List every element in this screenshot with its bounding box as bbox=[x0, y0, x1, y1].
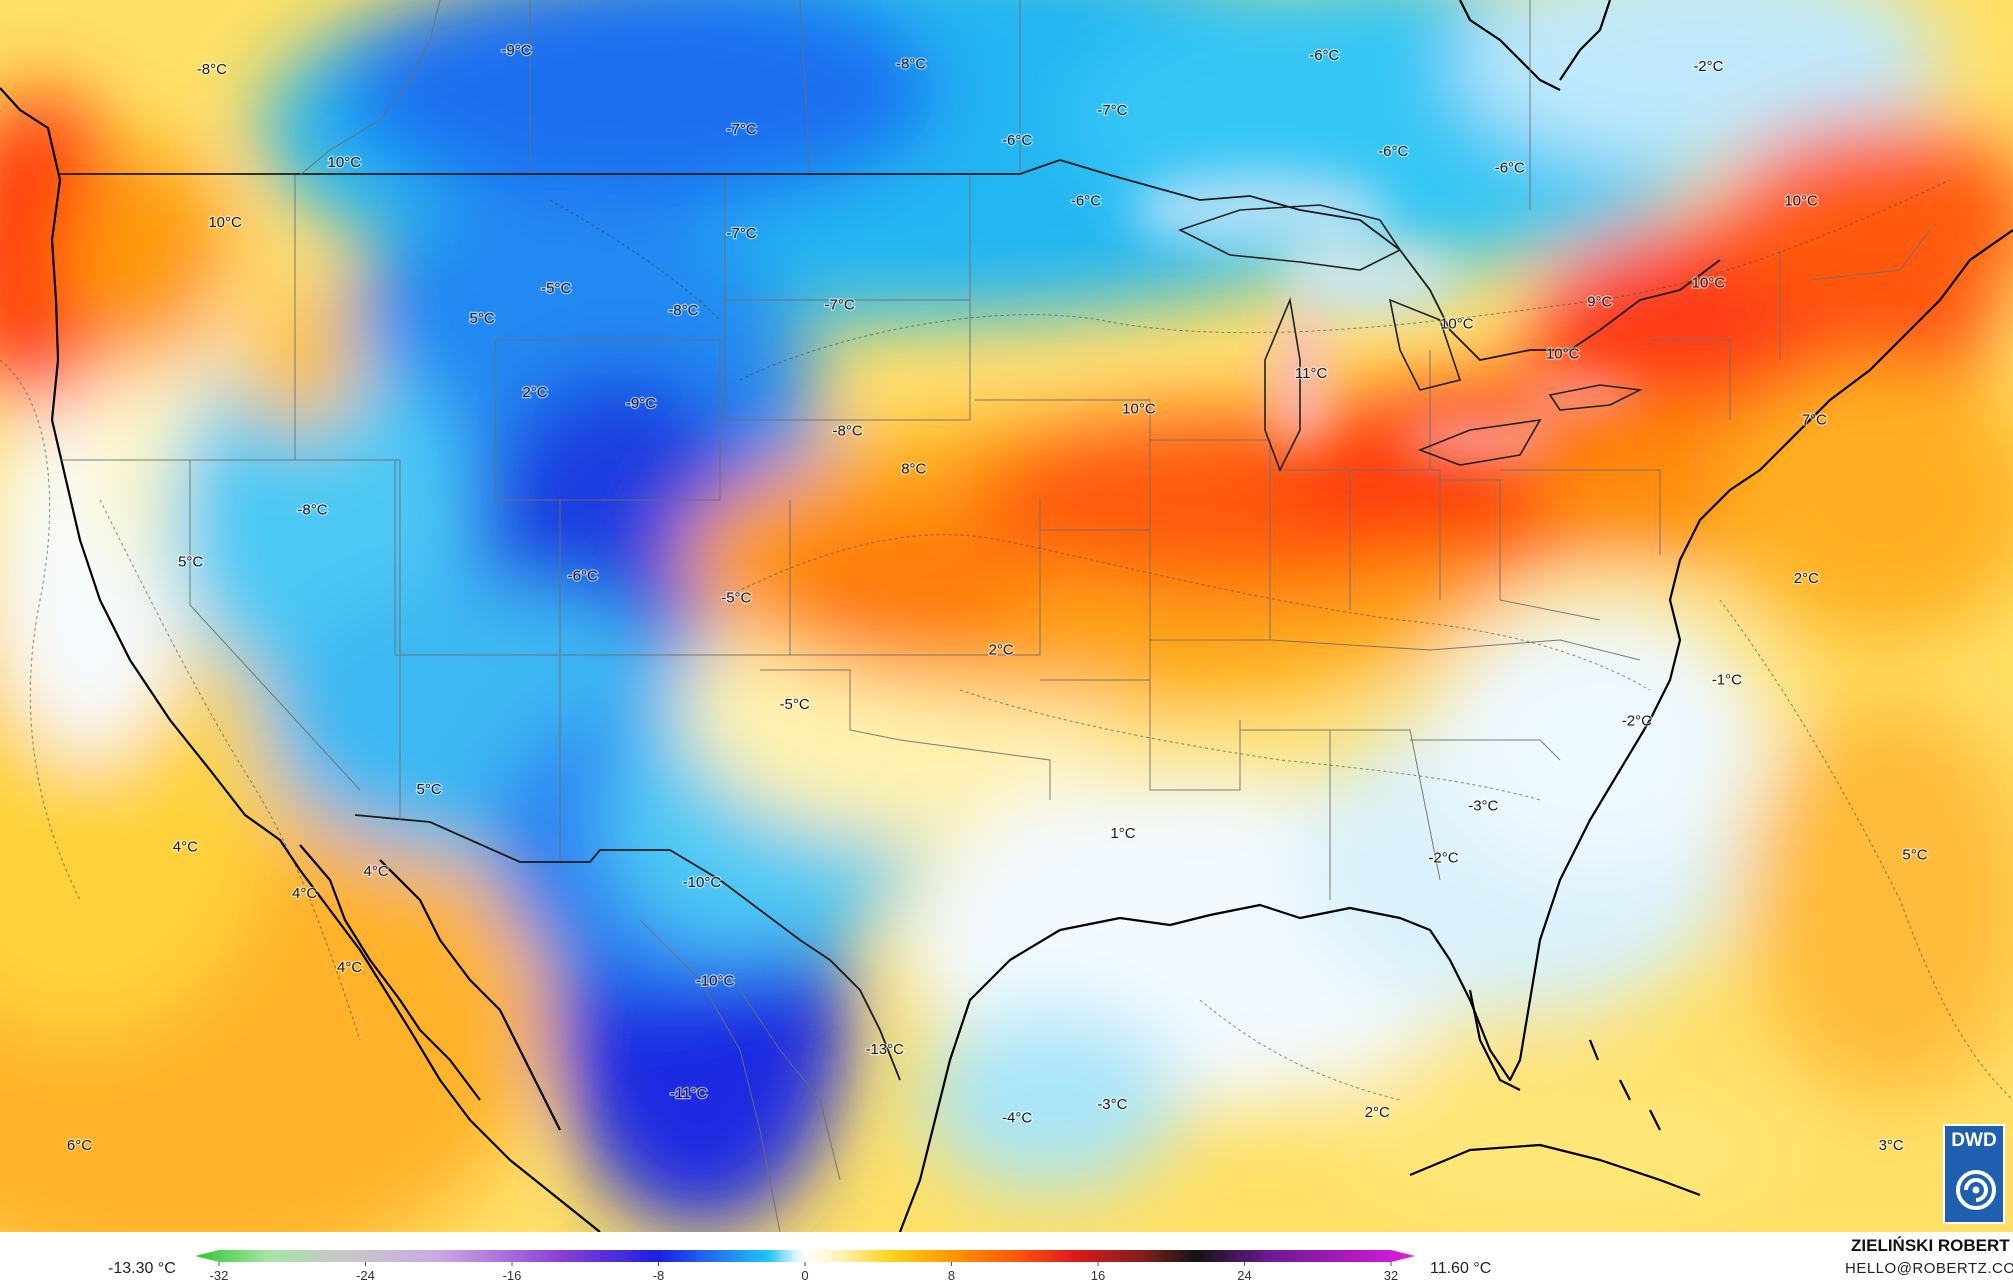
temperature-label: -9°C bbox=[501, 42, 531, 59]
temperature-label: 7°C bbox=[1802, 411, 1827, 428]
temperature-label: -2°C bbox=[1428, 849, 1458, 866]
legend-tick-label: -24 bbox=[356, 1268, 375, 1283]
temperature-label: -11°C bbox=[670, 1085, 708, 1102]
legend-tick-label: 0 bbox=[801, 1268, 808, 1283]
temperature-label: -6°C bbox=[1071, 192, 1101, 209]
legend-min-value: -13.30 °C bbox=[108, 1260, 176, 1277]
temperature-label: 4°C bbox=[364, 863, 389, 880]
temperature-label: 10°C bbox=[1122, 400, 1156, 417]
temperature-label: -2°C bbox=[1693, 58, 1723, 75]
dwd-logo-text: DWD bbox=[1951, 1130, 1997, 1151]
temperature-label: 5°C bbox=[1902, 847, 1927, 864]
temperature-label: -5°C bbox=[721, 589, 751, 606]
temperature-label: 8°C bbox=[901, 461, 926, 478]
temperature-label: -6°C bbox=[1309, 47, 1339, 64]
temperature-label: -13°C bbox=[865, 1041, 904, 1058]
temperature-label: -8°C bbox=[297, 502, 327, 519]
temperature-label: -7°C bbox=[727, 121, 757, 138]
temperature-label: 4°C bbox=[292, 885, 317, 902]
temperature-label: 6°C bbox=[67, 1137, 92, 1154]
temperature-labels: -9°C -8°C -8°C -6°C -2°C -7°C -6°C -7°C -6°C -6°C… bbox=[66, 41, 1929, 1156]
temperature-label: -1°C bbox=[1712, 671, 1742, 688]
temperature-field bbox=[0, 0, 2013, 1232]
temperature-label: -3°C bbox=[1097, 1096, 1127, 1113]
temperature-label: 9°C bbox=[1587, 294, 1612, 311]
temperature-label: -7°C bbox=[727, 225, 757, 242]
temperature-map: -9°C -8°C -8°C -6°C -2°C -7°C -6°C -7°C -6°C -6°C… bbox=[0, 0, 2013, 1232]
temperature-label: 4°C bbox=[173, 838, 198, 855]
temperature-label: -8°C bbox=[896, 55, 926, 72]
temperature-label: -6°C bbox=[1378, 143, 1408, 160]
temperature-label: 5°C bbox=[178, 554, 203, 571]
temperature-label: -8°C bbox=[833, 422, 863, 439]
temperature-label: -4°C bbox=[1002, 1110, 1032, 1127]
coastlines bbox=[0, 0, 2013, 1232]
temperature-label: -3°C bbox=[1468, 797, 1498, 814]
legend-ticks: -32 -24 -16 -8 0 8 16 24 32 bbox=[210, 1262, 1398, 1283]
temperature-label: 10°C bbox=[328, 154, 362, 171]
temperature-label: -5°C bbox=[541, 280, 571, 297]
temperature-label: 2°C bbox=[1365, 1104, 1390, 1121]
temperature-label: -6°C bbox=[1495, 160, 1525, 177]
temperature-label: 5°C bbox=[417, 781, 442, 798]
temperature-label: -6°C bbox=[568, 567, 598, 584]
temperature-label: 10°C bbox=[1692, 275, 1726, 292]
temperature-label: 10°C bbox=[1546, 346, 1580, 363]
temperature-label: 4°C bbox=[337, 959, 362, 976]
author-credit: ZIELIŃSKI ROBERT HELLO@ROBERTZ.CO bbox=[1823, 1234, 2013, 1286]
legend-tick-label: 32 bbox=[1384, 1268, 1398, 1283]
legend-tick-label: -16 bbox=[503, 1268, 522, 1283]
temperature-label: -8°C bbox=[668, 302, 698, 319]
legend-max-value: 11.60 °C bbox=[1430, 1260, 1492, 1277]
legend-tick-label: -32 bbox=[210, 1268, 229, 1283]
author-email: HELLO@ROBERTZ.CO bbox=[1845, 1260, 2013, 1277]
temperature-label: 10°C bbox=[1440, 316, 1474, 333]
great-lakes bbox=[1177, 204, 1643, 472]
temperature-label: -6°C bbox=[1002, 132, 1032, 149]
temperature-label: 2°C bbox=[522, 384, 547, 401]
country-borders bbox=[60, 159, 1721, 1081]
temperature-label: 3°C bbox=[1879, 1137, 1904, 1154]
color-scale-legend: -32 -24 -16 -8 0 8 16 24 32 bbox=[195, 1250, 1415, 1283]
temperature-label: -2°C bbox=[1622, 713, 1652, 730]
temperature-label: 2°C bbox=[989, 641, 1014, 658]
temperature-label: -7°C bbox=[1097, 102, 1127, 119]
dwd-swirl-icon bbox=[1956, 1170, 1996, 1210]
legend-tick-label: 16 bbox=[1091, 1268, 1105, 1283]
temperature-label: 2°C bbox=[1794, 570, 1819, 587]
legend-tick-label: 24 bbox=[1237, 1268, 1251, 1283]
temperature-label: -8°C bbox=[197, 61, 227, 78]
temperature-label: 5°C bbox=[470, 310, 495, 327]
temperature-label: -7°C bbox=[825, 296, 855, 313]
temperature-label: 10°C bbox=[208, 214, 242, 231]
color-scale-bar bbox=[195, 1250, 1415, 1262]
temperature-label: 1°C bbox=[1110, 825, 1135, 842]
temperature-label: 11°C bbox=[1295, 365, 1328, 382]
temperature-label: -5°C bbox=[780, 696, 810, 713]
contour-lines bbox=[0, 179, 2013, 1101]
temperature-label: -10°C bbox=[696, 973, 735, 990]
legend-tick-label: -8 bbox=[653, 1268, 665, 1283]
state-borders bbox=[60, 0, 1931, 1232]
temperature-label: -10°C bbox=[683, 874, 722, 891]
temperature-label: -9°C bbox=[626, 395, 656, 412]
author-name: ZIELIŃSKI ROBERT bbox=[1851, 1236, 2010, 1255]
dwd-logo: DWD bbox=[1943, 1124, 2005, 1224]
legend-tick-label: 8 bbox=[948, 1268, 955, 1283]
temperature-label: 10°C bbox=[1784, 192, 1818, 209]
